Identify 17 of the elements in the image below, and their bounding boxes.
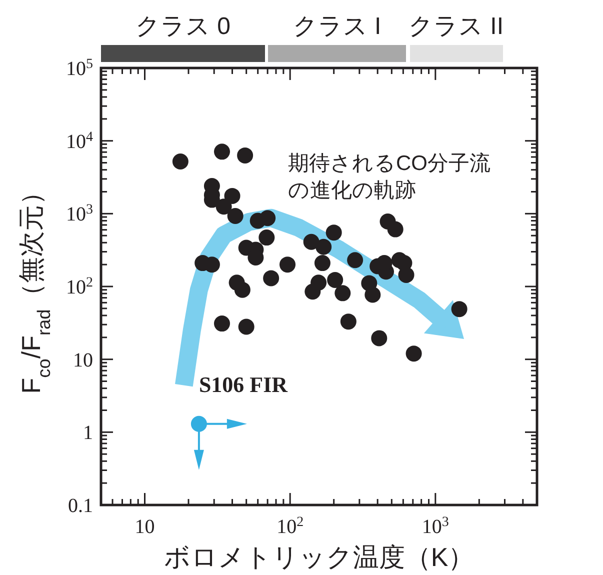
- annotation: 期待されるCO分子流: [288, 152, 490, 175]
- text: クラス 0: [135, 13, 231, 40]
- annotation: の進化の軌跡: [288, 179, 416, 202]
- text: クラス I: [292, 13, 382, 40]
- x-tick-label: 10$^{2}$: [276, 514, 304, 538]
- y-tick-label: 10$^{3}$: [66, 202, 93, 226]
- x-axis-title: ボロメトリック温度（K）: [164, 542, 474, 572]
- y-tick-label: 10$^{4}$: [66, 129, 93, 153]
- x-tick-label: 10$^{3}$: [422, 514, 449, 538]
- y-tick-label: 10$^{2}$: [66, 275, 93, 298]
- text: クラス II: [408, 13, 504, 40]
- y-tick-label: 10: [73, 349, 93, 372]
- y-tick-label: 10$^{5}$: [66, 56, 93, 80]
- annotation: S106 FIR: [198, 372, 289, 397]
- y-tick-label: 1: [83, 422, 93, 444]
- y-tick-label: 0.1: [68, 495, 93, 517]
- x-tick-label: 10: [134, 516, 155, 538]
